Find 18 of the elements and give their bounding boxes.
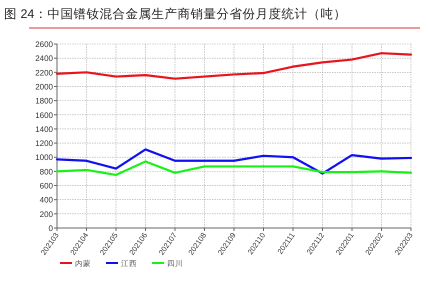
line-series bbox=[56, 52, 412, 80]
y-tick-label: 2400 bbox=[35, 54, 54, 64]
y-tick-label: 2000 bbox=[35, 82, 54, 92]
y-tick-label: 1200 bbox=[35, 139, 54, 148]
y-tick-label: 1000 bbox=[35, 153, 54, 162]
y-tick-label: 1800 bbox=[35, 96, 54, 106]
y-tick-label: 400 bbox=[40, 196, 54, 205]
y-tick-label: 1400 bbox=[35, 124, 54, 134]
y-tick-label: 2200 bbox=[35, 68, 54, 78]
y-tick-label: 800 bbox=[40, 167, 54, 176]
y-tick-label: 0 bbox=[48, 224, 54, 233]
y-tick-label: 2600 bbox=[35, 40, 54, 49]
y-tick-label: 200 bbox=[40, 210, 54, 219]
chart-title: 图 24：中国镨钕混合金属生产商销量分省份月度统计（吨） bbox=[4, 6, 346, 21]
y-tick-label: 1600 bbox=[35, 110, 54, 120]
line-series bbox=[56, 148, 412, 175]
line-series bbox=[56, 160, 412, 176]
y-tick-label: 600 bbox=[40, 182, 54, 191]
